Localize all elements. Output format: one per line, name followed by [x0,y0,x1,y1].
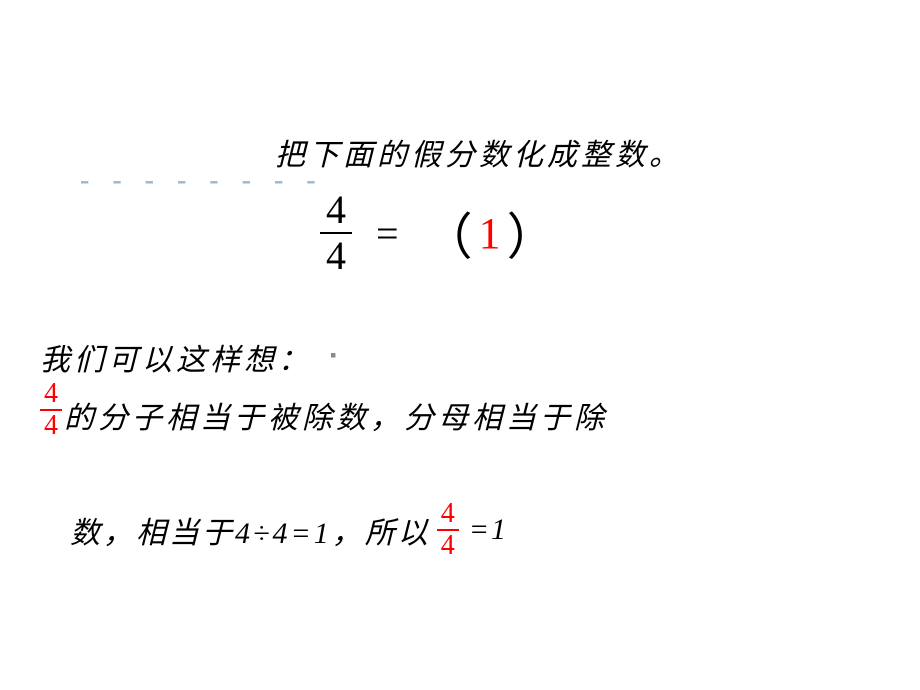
explanation-line-1: 4 4 的分子相当于被除数，分母相当于除 [40,380,608,440]
equals-sign: = [376,210,399,257]
denominator: 4 [320,232,352,276]
cursor-dot: ▪ [330,345,336,366]
fraction-main: 4 4 [320,190,352,276]
denominator-small-1: 4 [40,409,62,440]
paren-open: （ [423,197,473,269]
numerator-small-2: 4 [437,500,459,529]
explanation-text-2b: =1 [469,513,508,547]
answer-value: 1 [479,208,501,259]
denominator-small-2: 4 [437,529,459,560]
explanation-text-1: 的分子相当于被除数，分母相当于除 [64,393,608,437]
paren-close: ） [507,197,557,269]
explanation-line-2: 数，相当于4÷4=1，所以 4 4 =1 [70,500,508,560]
dashed-line: - - - - - - - - [80,165,324,197]
numerator-small-1: 4 [40,380,62,409]
page-title: 把下面的假分数化成整数。 [275,130,683,174]
explanation-text-2a: 数，相当于4÷4=1，所以 [70,508,431,552]
numerator: 4 [320,190,352,232]
fraction-small-1: 4 4 [40,380,62,440]
fraction-small-2: 4 4 [437,500,459,560]
main-equation: 4 4 = （ 1 ） [320,190,557,276]
think-label: 我们可以这样想： [40,335,312,379]
